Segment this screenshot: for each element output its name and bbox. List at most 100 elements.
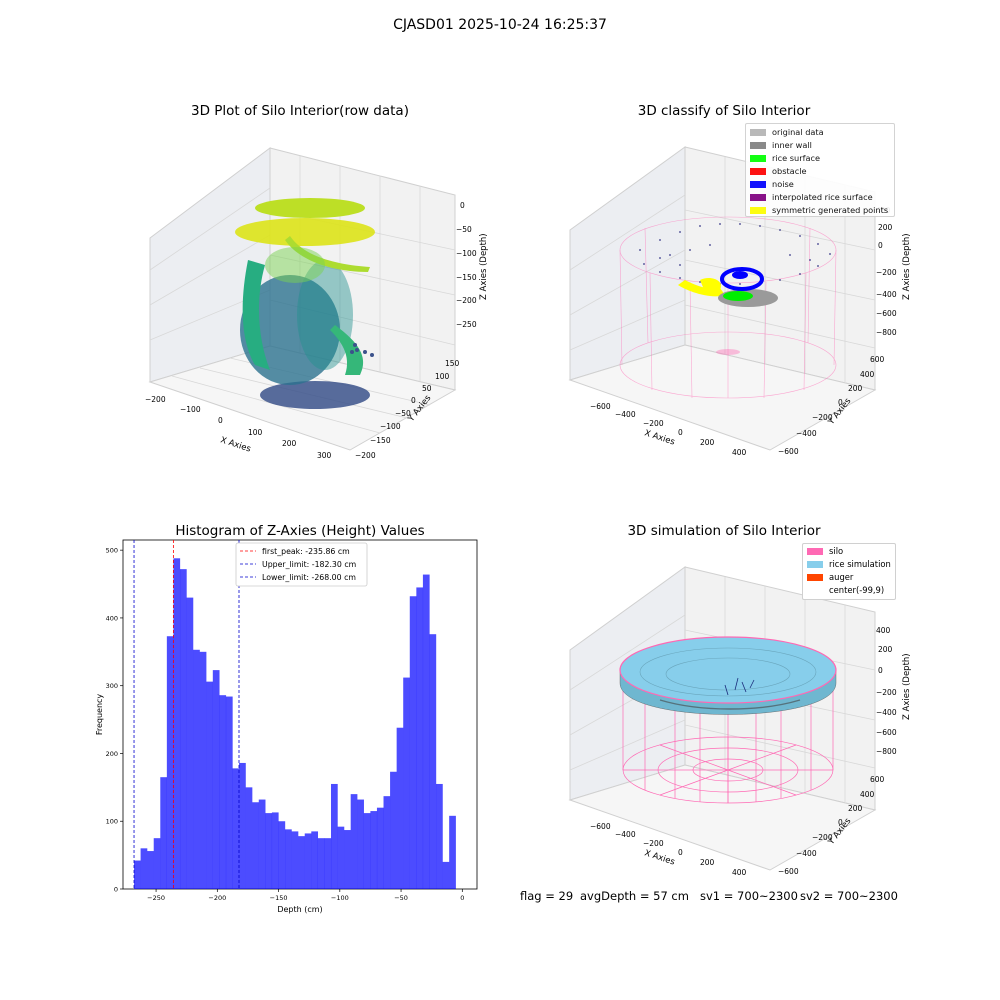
histogram-bar	[442, 861, 450, 889]
histogram-bar	[344, 830, 351, 889]
raw-ytick: −150	[370, 436, 391, 445]
classify-x-label: X Axies	[643, 428, 676, 447]
histogram-bar	[409, 596, 417, 889]
x-tick-label: −50	[394, 894, 408, 902]
raw-ztick: −250	[456, 320, 477, 329]
simulation-xtick: −600	[590, 822, 611, 831]
classify-ztick: −400	[876, 290, 897, 299]
histogram-bar	[212, 670, 220, 889]
legend-label: Lower_limit: -268.00 cm	[262, 573, 356, 582]
legend-item: symmetric generated points	[746, 204, 894, 217]
histogram-bar	[225, 696, 233, 889]
figure-title: CJASD01 2025-10-24 16:25:37	[393, 17, 607, 33]
histogram-bar	[134, 860, 141, 889]
histogram-bar	[186, 597, 194, 889]
raw-ytick: −100	[380, 422, 401, 431]
raw-xtick: 0	[218, 416, 223, 425]
classify-noise	[720, 267, 764, 291]
histogram-chart: −250 −200 −150 −100 −50 0 0 100 200 300 400 500 De…	[95, 539, 478, 914]
classify-ytick: −200	[812, 413, 833, 422]
classify-pane-left	[569, 146, 686, 381]
histogram-bar	[449, 815, 456, 889]
histogram-bar	[396, 727, 404, 889]
simulation-3d-plot: −600 −400 −200 0 200 400 600 400 200 0 −…	[568, 566, 912, 877]
simulation-ytick: 600	[870, 775, 885, 784]
histogram-bar	[271, 812, 279, 889]
classify-xtick: 200	[700, 438, 715, 447]
stat-sv2: sv2 = 700~2300	[800, 889, 898, 903]
simulation-plot-title: 3D simulation of Silo Interior	[627, 523, 821, 539]
legend-swatch	[750, 181, 766, 188]
histogram-bar	[147, 851, 154, 889]
classify-ztick: −600	[876, 309, 897, 318]
simulation-legend: silo rice simulation auger center(-99,9)	[802, 543, 896, 600]
simulation-ytick: −200	[812, 833, 833, 842]
stat-avg-depth: avgDepth = 57 cm	[580, 889, 689, 903]
histogram-bar	[199, 651, 207, 889]
histogram-x-ticks: −250 −200 −150 −100 −50 0	[147, 889, 464, 902]
raw-3d-plot: −200 −100 0 100 200 300 150 100 50 0 −50…	[145, 147, 489, 460]
y-tick-label: 400	[106, 614, 118, 622]
raw-xtick: −100	[180, 405, 201, 414]
raw-ztick: −200	[456, 296, 477, 305]
raw-xtick: 300	[317, 451, 332, 460]
legend-item: silo	[803, 545, 895, 558]
histogram-bar	[285, 829, 292, 889]
x-tick-label: 0	[460, 894, 464, 902]
simulation-xtick: 200	[700, 858, 715, 867]
histogram-bar	[383, 796, 391, 889]
x-tick-label: −100	[331, 894, 349, 902]
raw-ytick: 150	[445, 359, 460, 368]
legend-item: obstacle	[746, 165, 894, 178]
simulation-axis-ticks: −600 −400 −200 0 200 400 600 400 200 0 −…	[590, 626, 897, 877]
legend-item: noise	[746, 178, 894, 191]
histogram-bar	[160, 777, 168, 889]
legend-item: rice surface	[746, 152, 894, 165]
histogram-bar	[258, 799, 266, 889]
raw-ytick: 100	[435, 372, 450, 381]
histogram-bar	[219, 695, 227, 889]
histogram-bar	[416, 587, 424, 889]
histogram-bar	[304, 833, 312, 889]
x-tick-label: −150	[270, 894, 288, 902]
raw-ztick: −50	[456, 225, 472, 234]
raw-ztick: −150	[456, 273, 477, 282]
legend-swatch	[750, 142, 766, 149]
histogram-bar	[370, 811, 378, 889]
legend-swatch	[750, 207, 766, 214]
histogram-bar	[179, 569, 187, 889]
legend-item: interpolated rice surface	[746, 191, 894, 204]
classify-ytick: 400	[860, 370, 875, 379]
y-tick-label: 100	[106, 818, 118, 826]
histogram-bar	[153, 838, 161, 889]
simulation-ztick: −800	[876, 747, 897, 756]
legend-label: Upper_limit: -182.30 cm	[262, 560, 356, 569]
histogram-bar	[252, 802, 259, 889]
classify-xtick: 400	[732, 448, 747, 457]
histogram-bar	[403, 677, 410, 889]
simulation-xtick: 400	[732, 868, 747, 877]
histogram-y-ticks: 0 100 200 300 400 500	[106, 547, 123, 894]
histogram-legend: first_peak: -235.86 cm Upper_limit: -182.…	[235, 542, 368, 587]
classify-legend: original data inner wall rice surface ob…	[745, 123, 895, 217]
simulation-ztick: −400	[876, 708, 897, 717]
histogram-bar	[206, 681, 213, 889]
classify-ytick: −400	[796, 429, 817, 438]
histogram-y-label: Frequency	[95, 694, 104, 736]
histogram-bar	[357, 799, 364, 889]
histogram-title: Histogram of Z-Axies (Height) Values	[175, 523, 425, 539]
histogram-bar	[337, 826, 345, 889]
classify-plot-title: 3D classify of Silo Interior	[637, 103, 811, 119]
legend-swatch	[750, 194, 766, 201]
histogram-bar	[350, 794, 358, 889]
histogram-bar	[330, 783, 338, 889]
classify-ytick: 600	[870, 355, 885, 364]
histogram-reference-lines	[133, 540, 240, 889]
histogram-bar	[245, 787, 253, 889]
histogram-bar	[265, 813, 273, 889]
classify-xtick: 0	[678, 428, 683, 437]
x-tick-label: −200	[208, 894, 226, 902]
simulation-xtick: 0	[678, 848, 683, 857]
classify-ztick: 200	[878, 223, 893, 232]
raw-plot-title: 3D Plot of Silo Interior(row data)	[191, 103, 409, 119]
